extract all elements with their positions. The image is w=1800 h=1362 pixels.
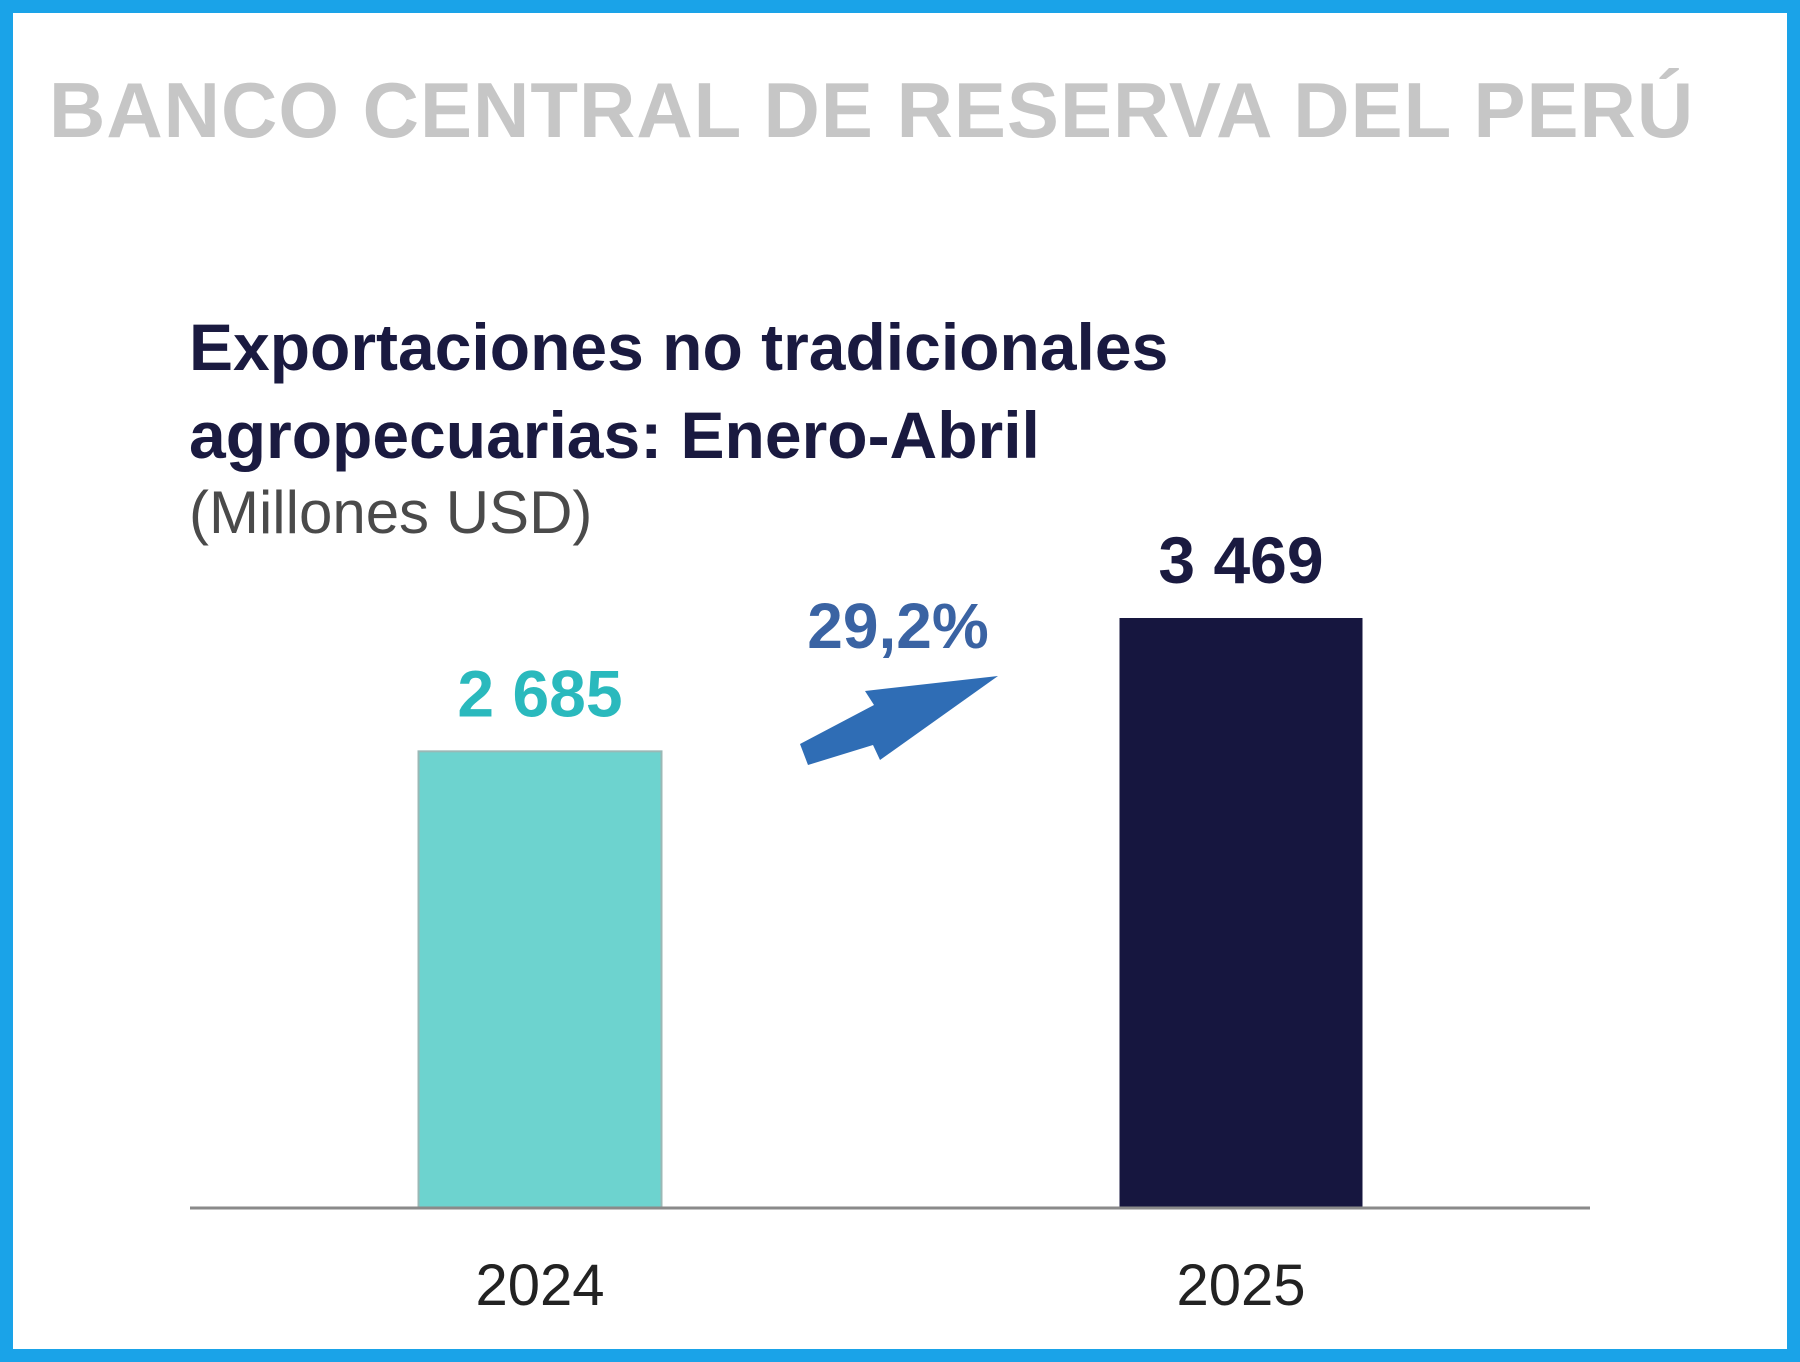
brand-header: BANCO CENTRAL DE RESERVA DEL PERÚ — [49, 66, 1695, 154]
x-tick-label-2025: 2025 — [1176, 1253, 1305, 1318]
chart-title-line-1: Exportaciones no tradicionales — [189, 310, 1169, 384]
x-tick-label-2024: 2024 — [475, 1253, 604, 1318]
chart-title-line-2: agropecuarias: Enero-Abril — [189, 398, 1040, 472]
chart-subtitle: (Millones USD) — [189, 479, 593, 546]
value-label-2025: 3 469 — [1158, 523, 1323, 597]
value-label-2024: 2 685 — [457, 656, 622, 730]
growth-percent-label: 29,2% — [807, 590, 988, 662]
bar-2025 — [1119, 618, 1363, 1208]
arrow-up-right-icon — [800, 676, 998, 765]
chart-title: Exportaciones no tradicionales agropecua… — [189, 303, 1168, 479]
bar-2024 — [417, 750, 663, 1209]
